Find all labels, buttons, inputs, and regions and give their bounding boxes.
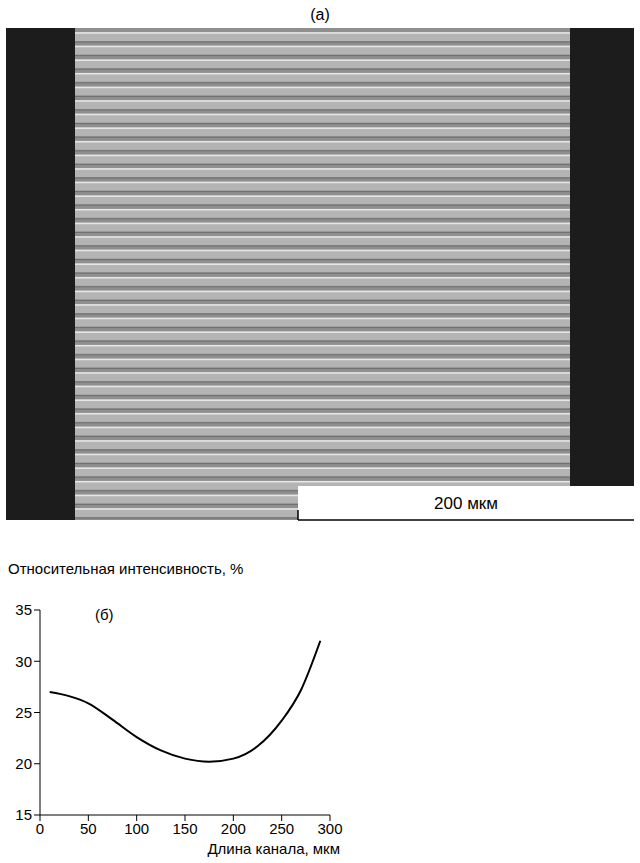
svg-text:20: 20: [15, 755, 32, 772]
html-text:Относительная интенсивность, %: Относительная интенсивность, %: [8, 560, 244, 577]
svg-text:300: 300: [317, 820, 342, 837]
svg-text:250: 250: [269, 820, 294, 837]
svg-text:100: 100: [124, 820, 149, 837]
svg-text:200: 200: [221, 820, 246, 837]
svg-text:0: 0: [36, 820, 44, 837]
svg-text:30: 30: [15, 653, 32, 670]
svg-text:15: 15: [15, 806, 32, 823]
svg-text:200 мкм: 200 мкм: [434, 494, 498, 513]
svg-text:150: 150: [172, 820, 197, 837]
html-text:(б): (б): [95, 606, 114, 623]
html-text:Длина канала, мкм: Длина канала, мкм: [207, 840, 340, 857]
svg-text:25: 25: [15, 704, 32, 721]
svg-text:50: 50: [80, 820, 97, 837]
svg-text:(a): (a): [310, 6, 330, 23]
svg-text:35: 35: [15, 601, 32, 618]
